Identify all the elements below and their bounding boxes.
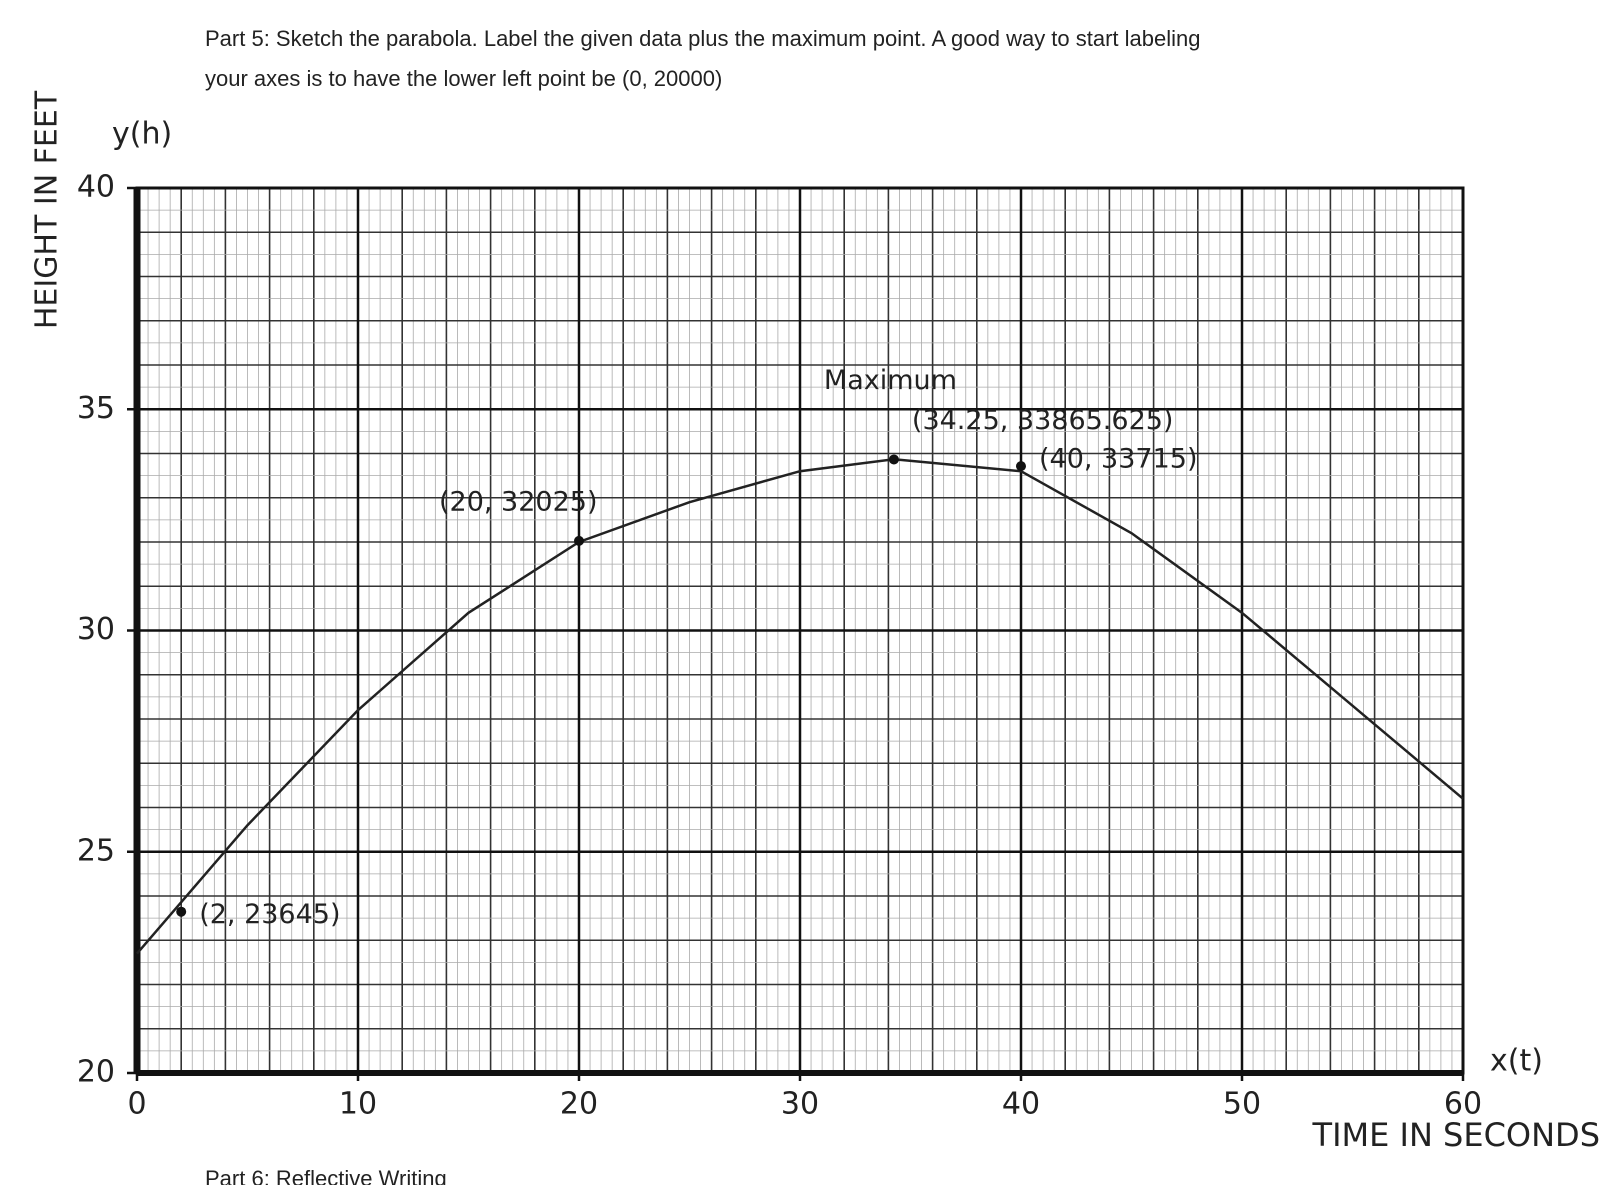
x-tick-label: 50 xyxy=(1223,1087,1261,1122)
data-point xyxy=(574,536,584,546)
x-tick-label: 10 xyxy=(339,1087,377,1122)
y-tick-label: 20 xyxy=(77,1055,115,1090)
data-point xyxy=(176,907,186,917)
data-point xyxy=(1016,461,1026,471)
x-tick-label: 0 xyxy=(127,1087,146,1122)
x-axis-label: x(t) xyxy=(1490,1044,1543,1079)
point-label: (34.25, 33865.625) xyxy=(912,405,1174,436)
y-tick-label: 25 xyxy=(77,833,115,868)
point-label: (20, 32025) xyxy=(439,486,597,517)
y-tick-label: 40 xyxy=(77,170,115,205)
x-axis-title: TIME IN SECONDS xyxy=(1312,1116,1600,1154)
x-tick-label: 20 xyxy=(560,1087,598,1122)
y-axis-title: HEIGHT IN FEET xyxy=(30,90,65,329)
worksheet: Part 5: Sketch the parabola. Label the g… xyxy=(0,0,1610,1185)
chart: 20253035400102030405060y(h)x(t)TIME IN S… xyxy=(0,0,1610,1185)
point-label: (2, 23645) xyxy=(199,899,340,930)
y-axis-label: y(h) xyxy=(112,117,172,152)
x-tick-label: 40 xyxy=(1002,1087,1040,1122)
y-tick-label: 30 xyxy=(77,612,115,647)
x-tick-label: 30 xyxy=(781,1087,819,1122)
point-note: Maximum xyxy=(824,365,957,396)
y-tick-label: 35 xyxy=(77,391,115,426)
point-label: (40, 33715) xyxy=(1039,444,1197,475)
data-point xyxy=(889,454,899,464)
